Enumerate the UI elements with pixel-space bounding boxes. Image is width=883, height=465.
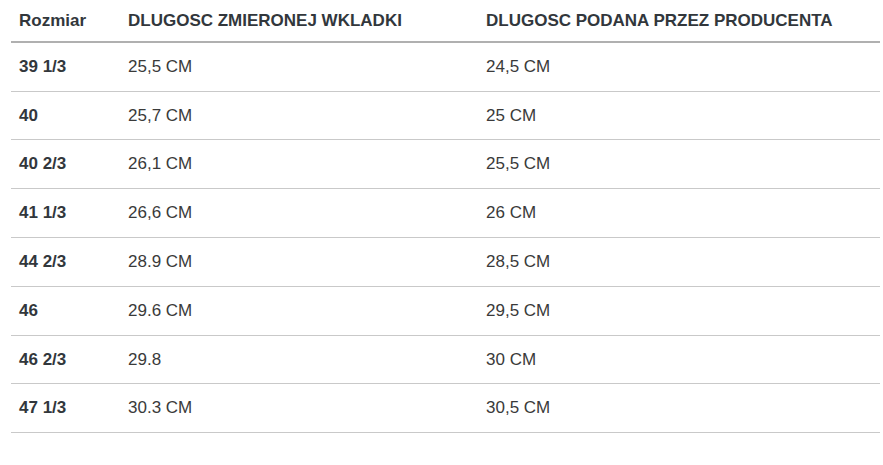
column-header-manufacturer-length: DLUGOSC PODANA PRZEZ PRODUCENTA <box>478 0 880 42</box>
measured-length-cell: 26,1 CM <box>120 140 478 189</box>
measured-length-cell: 28.9 CM <box>120 237 478 286</box>
table-body: 39 1/3 25,5 CM 24,5 CM 40 25,7 CM 25 CM … <box>11 42 880 433</box>
table-row: 46 29.6 CM 29,5 CM <box>11 286 880 335</box>
table-row: 40 2/3 26,1 CM 25,5 CM <box>11 140 880 189</box>
size-chart-page: Rozmiar DLUGOSC ZMIERONEJ WKLADKI DLUGOS… <box>0 0 883 465</box>
manufacturer-length-cell: 29,5 CM <box>478 286 880 335</box>
size-cell: 47 1/3 <box>11 384 120 433</box>
table-row: 40 25,7 CM 25 CM <box>11 91 880 140</box>
manufacturer-length-cell: 24,5 CM <box>478 42 880 91</box>
manufacturer-length-cell: 30 CM <box>478 335 880 384</box>
manufacturer-length-cell: 30,5 CM <box>478 384 880 433</box>
measured-length-cell: 29.8 <box>120 335 478 384</box>
size-cell: 46 <box>11 286 120 335</box>
column-header-measured-length: DLUGOSC ZMIERONEJ WKLADKI <box>120 0 478 42</box>
manufacturer-length-cell: 26 CM <box>478 189 880 238</box>
measured-length-cell: 29.6 CM <box>120 286 478 335</box>
table-row: 41 1/3 26,6 CM 26 CM <box>11 189 880 238</box>
header-row: Rozmiar DLUGOSC ZMIERONEJ WKLADKI DLUGOS… <box>11 0 880 42</box>
table-row: 47 1/3 30.3 CM 30,5 CM <box>11 384 880 433</box>
table-row: 46 2/3 29.8 30 CM <box>11 335 880 384</box>
size-cell: 44 2/3 <box>11 237 120 286</box>
manufacturer-length-cell: 28,5 CM <box>478 237 880 286</box>
measured-length-cell: 30.3 CM <box>120 384 478 433</box>
shoe-size-table: Rozmiar DLUGOSC ZMIERONEJ WKLADKI DLUGOS… <box>11 0 880 433</box>
measured-length-cell: 25,5 CM <box>120 42 478 91</box>
size-cell: 39 1/3 <box>11 42 120 91</box>
manufacturer-length-cell: 25,5 CM <box>478 140 880 189</box>
column-header-size: Rozmiar <box>11 0 120 42</box>
table-header: Rozmiar DLUGOSC ZMIERONEJ WKLADKI DLUGOS… <box>11 0 880 42</box>
size-cell: 46 2/3 <box>11 335 120 384</box>
measured-length-cell: 25,7 CM <box>120 91 478 140</box>
size-cell: 41 1/3 <box>11 189 120 238</box>
table-row: 39 1/3 25,5 CM 24,5 CM <box>11 42 880 91</box>
measured-length-cell: 26,6 CM <box>120 189 478 238</box>
manufacturer-length-cell: 25 CM <box>478 91 880 140</box>
size-cell: 40 <box>11 91 120 140</box>
table-row: 44 2/3 28.9 CM 28,5 CM <box>11 237 880 286</box>
size-cell: 40 2/3 <box>11 140 120 189</box>
